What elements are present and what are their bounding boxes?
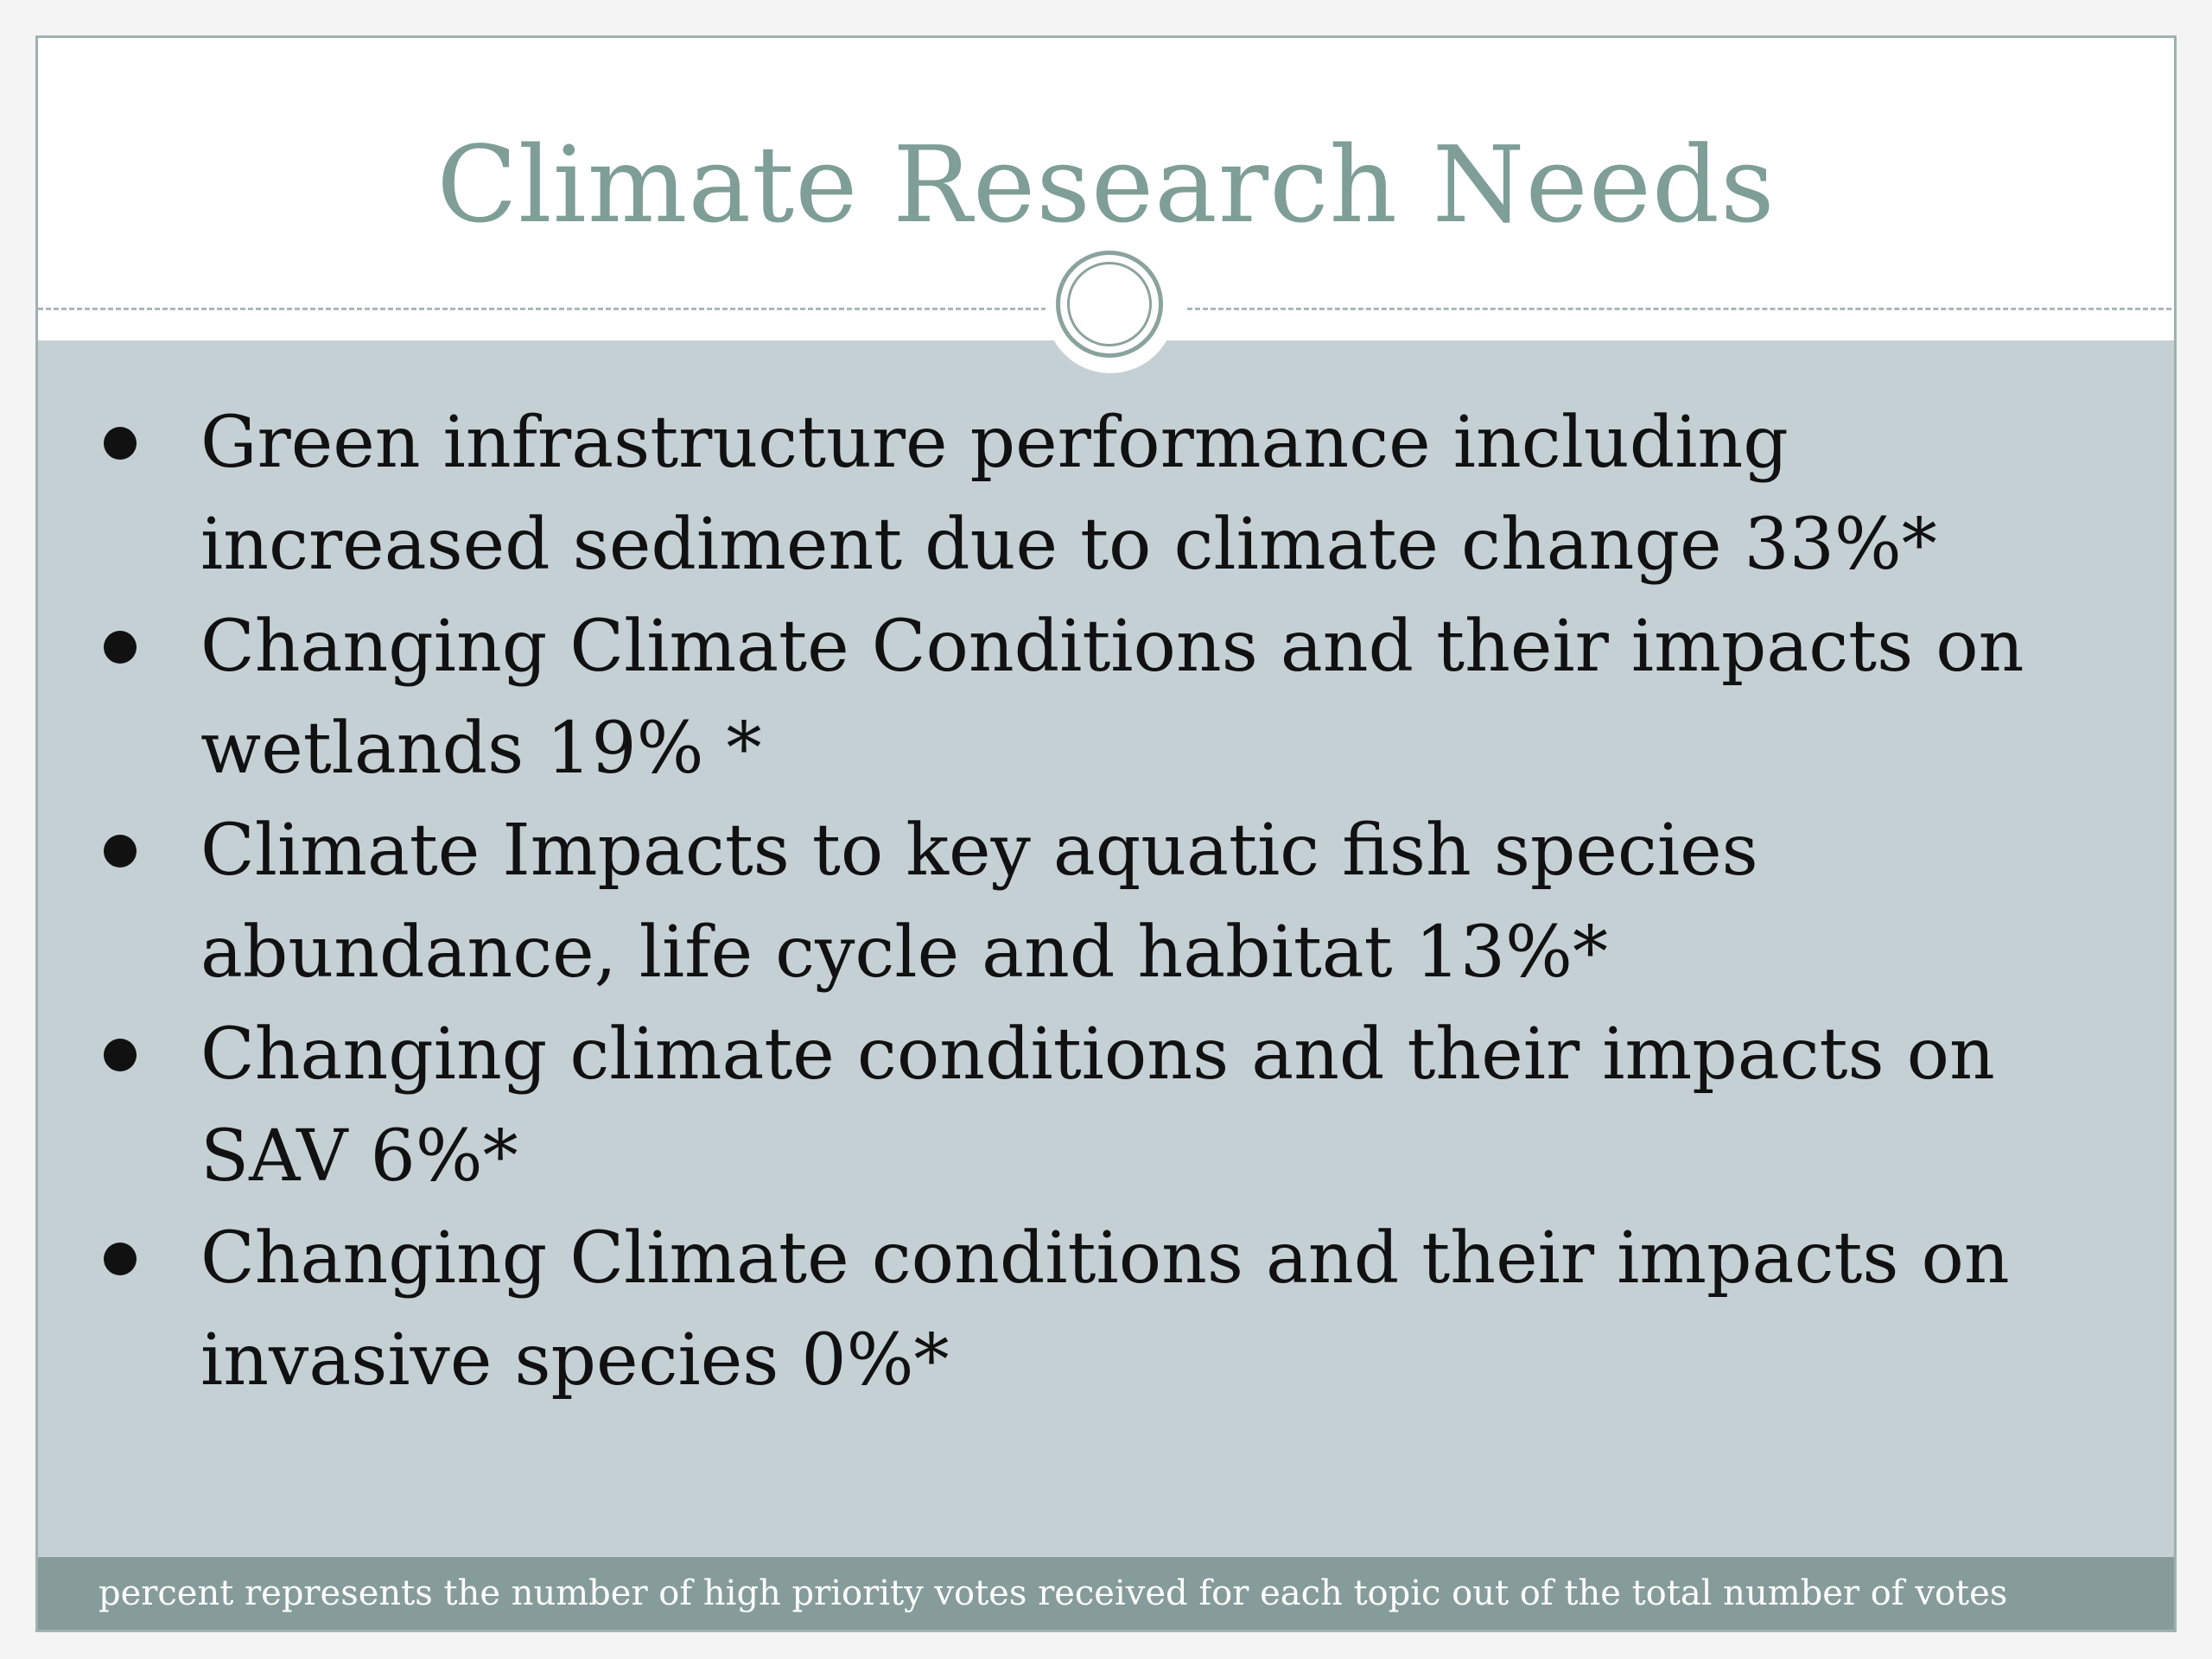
- bullet-text: Changing Climate Conditions and their im…: [200, 606, 2024, 790]
- bullet-dot-icon: [104, 631, 137, 664]
- bullet-dot-icon: [104, 1039, 137, 1071]
- slide: Climate Research Needs Green infrastruct…: [35, 35, 2177, 1632]
- bullet-item: Climate Impacts to key aquatic fish spec…: [99, 800, 2138, 1004]
- bullet-text: Green infrastructure performance includi…: [200, 402, 1937, 586]
- bullet-text: Changing Climate conditions and their im…: [200, 1217, 2010, 1402]
- bullet-item: Green infrastructure performance includi…: [99, 392, 2138, 596]
- footnote-text: percent represents the number of high pr…: [99, 1573, 2008, 1613]
- slide-title: Climate Research Needs: [436, 124, 1776, 246]
- slide-footer: percent represents the number of high pr…: [38, 1557, 2174, 1630]
- bullet-item: Changing climate conditions and their im…: [99, 1004, 2138, 1208]
- bullet-item: Changing Climate conditions and their im…: [99, 1208, 2138, 1412]
- bullet-text: Climate Impacts to key aquatic fish spec…: [200, 810, 1758, 994]
- bullet-dot-icon: [104, 835, 137, 868]
- bullet-dot-icon: [104, 427, 137, 460]
- bullet-item: Changing Climate Conditions and their im…: [99, 596, 2138, 800]
- bullet-list: Green infrastructure performance includi…: [99, 392, 2138, 1412]
- bullet-text: Changing climate conditions and their im…: [200, 1014, 1995, 1198]
- header-divider-left: [38, 308, 1054, 310]
- header-divider-right: [1187, 308, 2174, 310]
- circle-ornament-inner: [1067, 262, 1152, 346]
- slide-content: Green infrastructure performance includi…: [38, 340, 2174, 1557]
- circle-ornament-icon: [1056, 251, 1163, 358]
- bullet-dot-icon: [104, 1243, 137, 1275]
